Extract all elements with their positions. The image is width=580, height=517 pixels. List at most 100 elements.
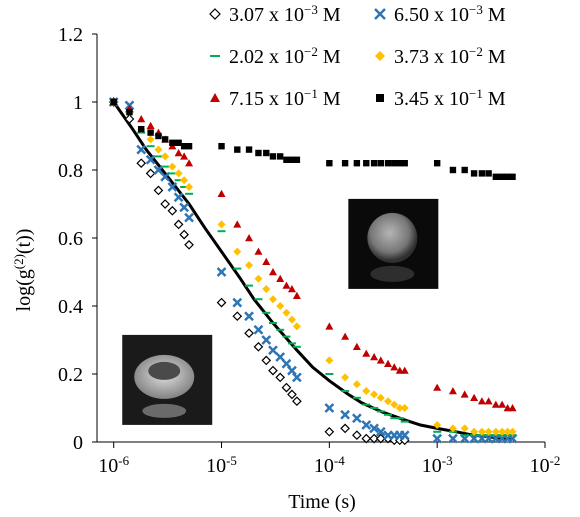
data-point	[460, 424, 469, 433]
data-point	[254, 274, 263, 283]
legend-marker-stroke-b	[374, 8, 386, 20]
data-point-stroke-b	[281, 358, 292, 369]
data-point	[253, 341, 264, 352]
data-point-stroke-b	[145, 154, 156, 165]
data-point-stroke-b	[340, 409, 350, 420]
inset-sphere	[348, 198, 439, 289]
data-point	[508, 404, 517, 412]
data-point	[180, 152, 189, 160]
data-point-stroke-b	[244, 311, 254, 322]
x-axis-ticks: 10-6 10-5 10-4 10-3 10-2	[98, 442, 560, 477]
inset-ring-reflection	[142, 403, 187, 418]
data-point	[491, 400, 500, 408]
legend-marker	[376, 94, 384, 102]
data-point	[146, 121, 155, 129]
legend-item: 7.15 x 10−1 M	[210, 86, 341, 110]
x-tick-label: 10-5	[206, 453, 237, 478]
data-point	[169, 139, 176, 146]
data-point	[255, 149, 262, 157]
data-point	[153, 185, 164, 196]
data-point	[352, 380, 361, 389]
data-point	[232, 311, 243, 322]
data-point	[375, 433, 386, 444]
data-point	[262, 257, 271, 265]
legend-marker	[210, 93, 220, 102]
data-point	[369, 433, 379, 444]
data-point	[325, 356, 334, 365]
data-point	[484, 427, 493, 436]
data-point	[352, 342, 361, 350]
data-point	[153, 165, 164, 175]
legend-label: 6.50 x 10−3 M	[394, 2, 506, 27]
data-point	[254, 247, 263, 255]
data-point	[268, 345, 278, 356]
y-tick: 0.6	[58, 228, 97, 250]
series-5	[109, 98, 517, 412]
data-point-stroke-b	[292, 372, 302, 383]
legend-item: 3.73 x 10−2 M	[375, 44, 506, 68]
data-point	[175, 139, 182, 146]
data-point	[477, 397, 486, 405]
data-point	[253, 324, 264, 335]
data-point-stroke-b	[173, 192, 184, 203]
data-point	[179, 202, 190, 213]
y-tick-label: 0.8	[58, 160, 83, 182]
data-point	[232, 297, 243, 308]
legend-marker	[209, 8, 221, 20]
data-point	[340, 423, 350, 434]
data-point	[351, 413, 362, 424]
x-tick: 10-4	[314, 442, 345, 477]
data-point	[287, 285, 296, 293]
data-point	[449, 166, 457, 174]
data-point	[233, 247, 242, 256]
data-point	[491, 427, 500, 436]
data-point-stroke-b	[361, 420, 372, 430]
data-point	[485, 170, 492, 177]
data-point	[433, 421, 442, 429]
y-tick: 0	[73, 432, 97, 454]
data-point	[216, 267, 227, 277]
x-tick: 10-6	[98, 442, 130, 477]
data-point	[184, 239, 194, 250]
data-point-stroke-b	[232, 297, 243, 308]
data-point	[161, 136, 169, 143]
inset-sphere-reflection	[370, 265, 415, 282]
data-point	[288, 156, 296, 163]
data-point-stroke-b	[261, 335, 272, 345]
legend-marker	[375, 51, 385, 61]
data-point	[390, 363, 399, 371]
data-point	[340, 409, 350, 420]
inset-ring-hole	[148, 361, 181, 380]
data-point	[361, 433, 372, 444]
data-point	[400, 404, 409, 412]
y-tick-label: 0.6	[58, 228, 83, 250]
data-point	[432, 433, 443, 444]
data-point-stroke-b	[351, 413, 362, 424]
data-point	[276, 274, 285, 282]
data-point	[370, 390, 379, 399]
data-point	[433, 383, 442, 391]
data-point	[161, 152, 170, 161]
data-point	[174, 149, 183, 157]
data-point	[282, 281, 291, 289]
data-point	[145, 168, 156, 179]
data-point	[155, 132, 162, 140]
data-point-stroke-b	[287, 365, 297, 376]
inset-images	[122, 198, 439, 425]
data-point	[173, 192, 184, 203]
data-point-stroke-b	[399, 430, 410, 441]
data-point	[218, 143, 225, 150]
data-point-stroke-b	[153, 165, 164, 175]
data-point	[136, 158, 147, 169]
x-tick-label: 10-3	[422, 453, 453, 478]
data-point-stroke-b	[184, 212, 194, 223]
data-point	[292, 322, 301, 331]
data-point	[396, 160, 403, 167]
data-point	[262, 285, 271, 293]
series-6	[110, 98, 516, 180]
data-point	[498, 173, 506, 180]
data-point	[287, 389, 297, 400]
legend-label: 3.07 x 10−3 M	[229, 2, 341, 27]
data-point	[377, 160, 384, 167]
